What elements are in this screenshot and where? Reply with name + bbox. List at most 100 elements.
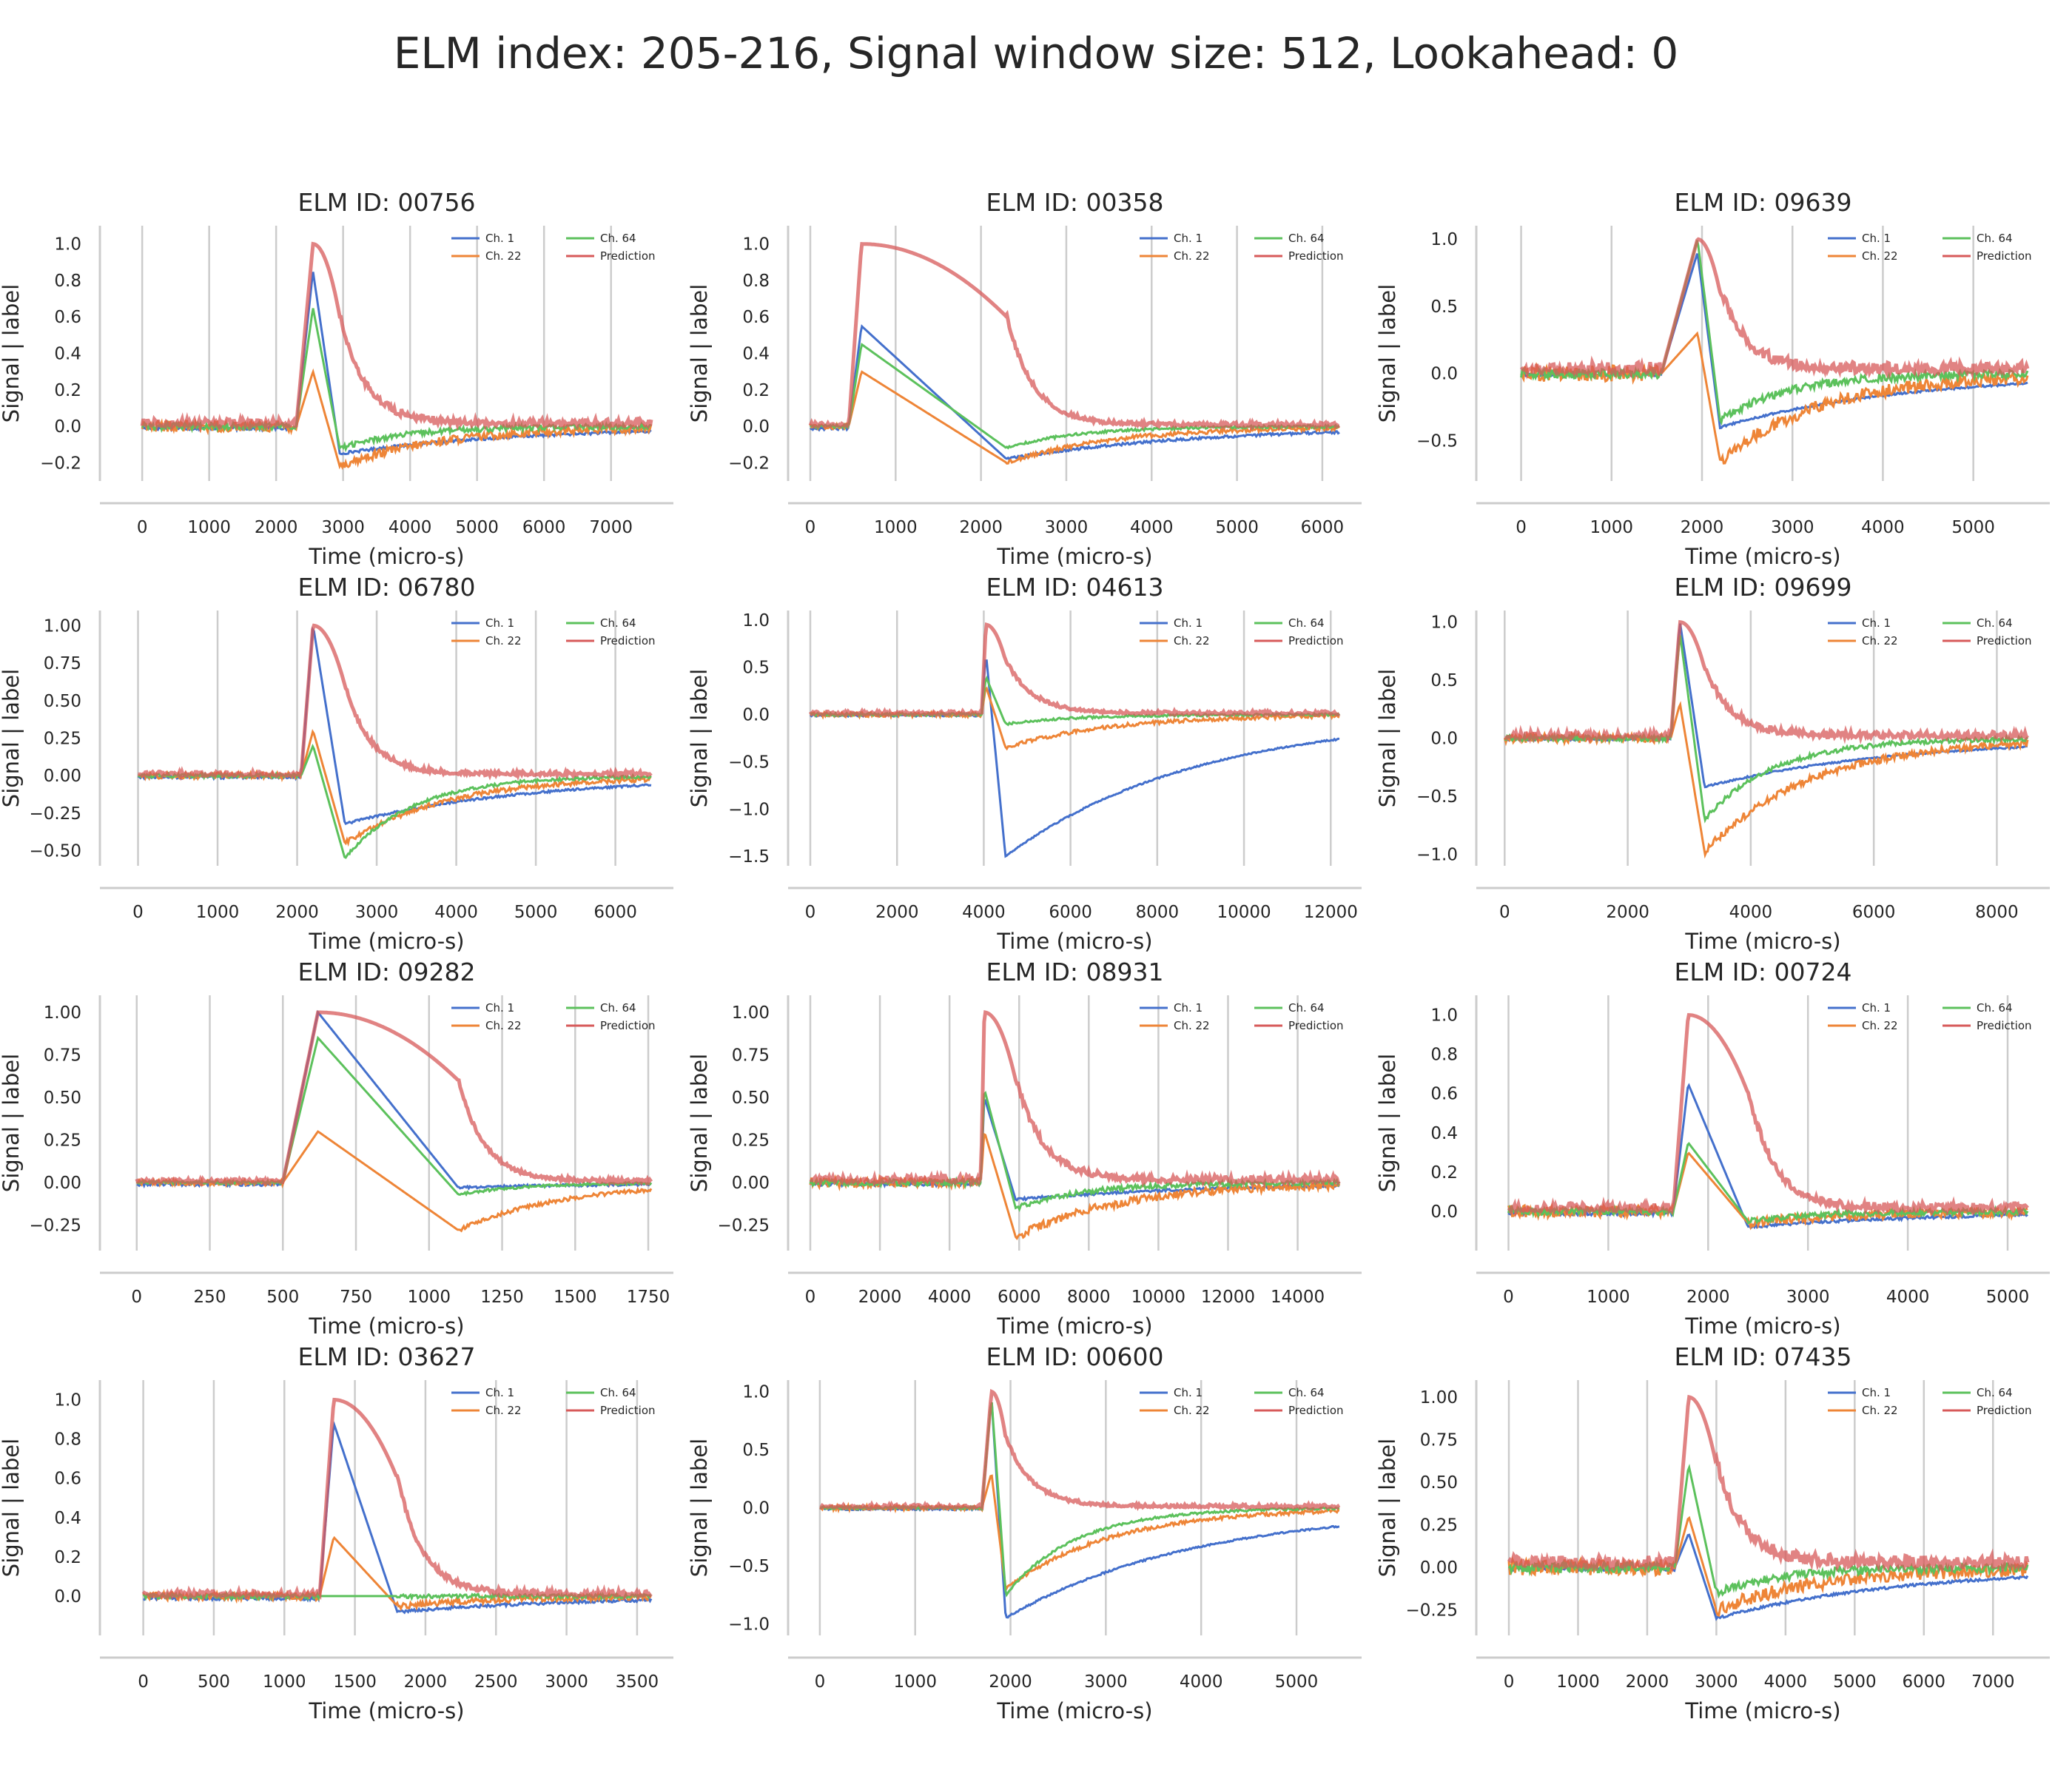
x-axis-label: Time (micro-s) <box>996 1698 1152 1723</box>
y-tick-label: 0.00 <box>44 1174 81 1193</box>
x-tick-label: 6000 <box>593 903 637 922</box>
y-tick-label: 0.8 <box>54 1430 81 1450</box>
y-tick-label: 1.0 <box>742 1383 770 1402</box>
x-tick-label: 5000 <box>1215 518 1259 537</box>
legend-label: Ch. 22 <box>1862 634 1898 648</box>
subplot: ELM ID: 00756 −0.2 0.0 0.2 0.4 0.6 0.8 1.0 0 1000… <box>0 188 673 569</box>
subplot-title: ELM ID: 09639 <box>1675 188 1852 217</box>
x-tick-label: 2000 <box>404 1672 448 1692</box>
legend-label: Prediction <box>1288 1019 1344 1032</box>
series-prediction-line <box>809 1010 1341 1189</box>
legend-label: Ch. 1 <box>1174 1386 1202 1399</box>
legend: Ch. 1 Ch. 22 Ch. 64 Prediction <box>1140 1001 1344 1032</box>
series-prediction-line <box>808 622 1341 719</box>
series-ch1-line <box>143 1421 653 1615</box>
legend: Ch. 1 Ch. 22 Ch. 64 Prediction <box>451 1001 656 1032</box>
x-tick-label: 4000 <box>962 903 1006 922</box>
series-ch22-line <box>138 729 652 847</box>
legend-label: Ch. 64 <box>1977 616 2013 630</box>
legend-label: Ch. 22 <box>485 1404 522 1417</box>
series-ch64-line <box>809 1091 1341 1213</box>
legend-label: Ch. 64 <box>1977 232 2013 245</box>
subplot-title: ELM ID: 00724 <box>1675 958 1852 986</box>
subplot: ELM ID: 07435 −0.25 0.00 0.25 0.50 0.75 1.00 0 1… <box>1375 1342 2050 1723</box>
y-tick-label: 1.0 <box>1430 613 1458 633</box>
y-tick-label: −0.2 <box>40 454 81 473</box>
y-tick-label: 1.0 <box>54 235 81 255</box>
x-tick-label: 10000 <box>1131 1288 1185 1307</box>
legend-label: Prediction <box>1977 249 2032 263</box>
legend-label: Ch. 1 <box>1862 232 1891 245</box>
y-tick-label: 0.25 <box>1420 1516 1458 1536</box>
legend-label: Ch. 1 <box>485 1386 514 1399</box>
y-tick-label: 1.00 <box>44 616 81 636</box>
legend-label: Prediction <box>1288 1404 1344 1417</box>
x-tick-label: 8000 <box>1136 903 1180 922</box>
legend-label: Prediction <box>1977 1019 2032 1032</box>
x-tick-label: 2000 <box>255 518 298 537</box>
x-tick-label: 5000 <box>455 518 499 537</box>
legend-label: Ch. 22 <box>1174 1019 1210 1032</box>
y-axis-label: Signal | label <box>0 1439 24 1577</box>
x-tick-label: 2000 <box>1686 1288 1730 1307</box>
y-tick-label: 0.4 <box>1430 1124 1458 1143</box>
legend: Ch. 1 Ch. 22 Ch. 64 Prediction <box>1140 232 1344 263</box>
legend-label: Prediction <box>1288 634 1344 648</box>
x-tick-label: 8000 <box>1975 903 2019 922</box>
y-tick-label: 1.0 <box>742 611 770 630</box>
series-ch1-line <box>1521 253 2028 430</box>
y-tick-label: −0.25 <box>30 804 81 824</box>
legend-label: Ch. 22 <box>1862 1404 1898 1417</box>
x-tick-label: 5000 <box>1275 1672 1319 1692</box>
y-tick-label: 0.6 <box>742 308 770 327</box>
x-tick-label: 8000 <box>1067 1288 1111 1307</box>
x-tick-label: 6000 <box>1301 518 1345 537</box>
legend-label: Ch. 64 <box>1288 1001 1325 1015</box>
x-axis-label: Time (micro-s) <box>996 1314 1152 1339</box>
subplot: ELM ID: 06780 −0.50 −0.25 0.00 0.25 0.50 0.75 1… <box>0 573 673 954</box>
subplot: ELM ID: 04613 −1.5 −1.0 −0.5 0.0 0.5 1.0 0 2000 4… <box>687 573 1362 954</box>
legend-label: Ch. 64 <box>1977 1001 2013 1015</box>
series-ch22-line <box>1507 1151 2028 1231</box>
legend-label: Ch. 1 <box>1174 616 1202 630</box>
x-tick-label: 1000 <box>893 1672 937 1692</box>
x-tick-label: 4000 <box>928 1288 972 1307</box>
y-tick-label: −1.0 <box>728 1615 770 1634</box>
x-tick-label: 2000 <box>875 903 919 922</box>
subplot-title: ELM ID: 00358 <box>986 188 1164 217</box>
y-tick-label: 0.0 <box>742 1499 770 1518</box>
x-tick-label: 6000 <box>522 518 566 537</box>
y-axis-label: Signal | label <box>0 284 24 423</box>
y-axis-label: Signal | label <box>687 1054 712 1192</box>
y-tick-label: 0.4 <box>742 345 770 364</box>
legend-label: Prediction <box>600 249 656 263</box>
x-tick-label: 3000 <box>1695 1672 1738 1692</box>
x-tick-label: 6000 <box>998 1288 1041 1307</box>
subplot: ELM ID: 00724 0.0 0.2 0.4 0.6 0.8 1.0 0 1000 2000… <box>1375 958 2050 1339</box>
x-tick-label: 0 <box>131 1288 142 1307</box>
x-tick-label: 0 <box>1504 1672 1515 1692</box>
legend-label: Ch. 22 <box>485 634 522 648</box>
y-tick-label: −1.5 <box>728 847 770 867</box>
y-tick-label: 0.5 <box>742 659 770 678</box>
x-axis-label: Time (micro-s) <box>308 929 464 954</box>
y-tick-label: 0.5 <box>742 1441 770 1460</box>
x-tick-label: 6000 <box>1049 903 1092 922</box>
y-tick-label: 0.5 <box>1430 297 1458 317</box>
legend-label: Prediction <box>1977 634 2032 648</box>
y-tick-label: −0.25 <box>718 1217 770 1236</box>
x-tick-label: 4000 <box>1861 518 1905 537</box>
x-tick-label: 3000 <box>1084 1672 1128 1692</box>
x-tick-label: 0 <box>132 903 144 922</box>
legend-label: Ch. 64 <box>600 1386 636 1399</box>
x-tick-label: 5000 <box>1833 1672 1877 1692</box>
y-tick-label: 0.5 <box>1430 671 1458 690</box>
legend-label: Ch. 22 <box>1174 634 1210 648</box>
y-axis-label: Signal | label <box>1375 669 1400 807</box>
series-ch22-line <box>1520 331 2029 465</box>
legend-label: Ch. 64 <box>1288 1386 1325 1399</box>
y-tick-label: 0.0 <box>742 706 770 725</box>
x-tick-label: 3000 <box>545 1672 588 1692</box>
x-axis-label: Time (micro-s) <box>308 544 464 569</box>
legend-label: Prediction <box>1288 249 1344 263</box>
